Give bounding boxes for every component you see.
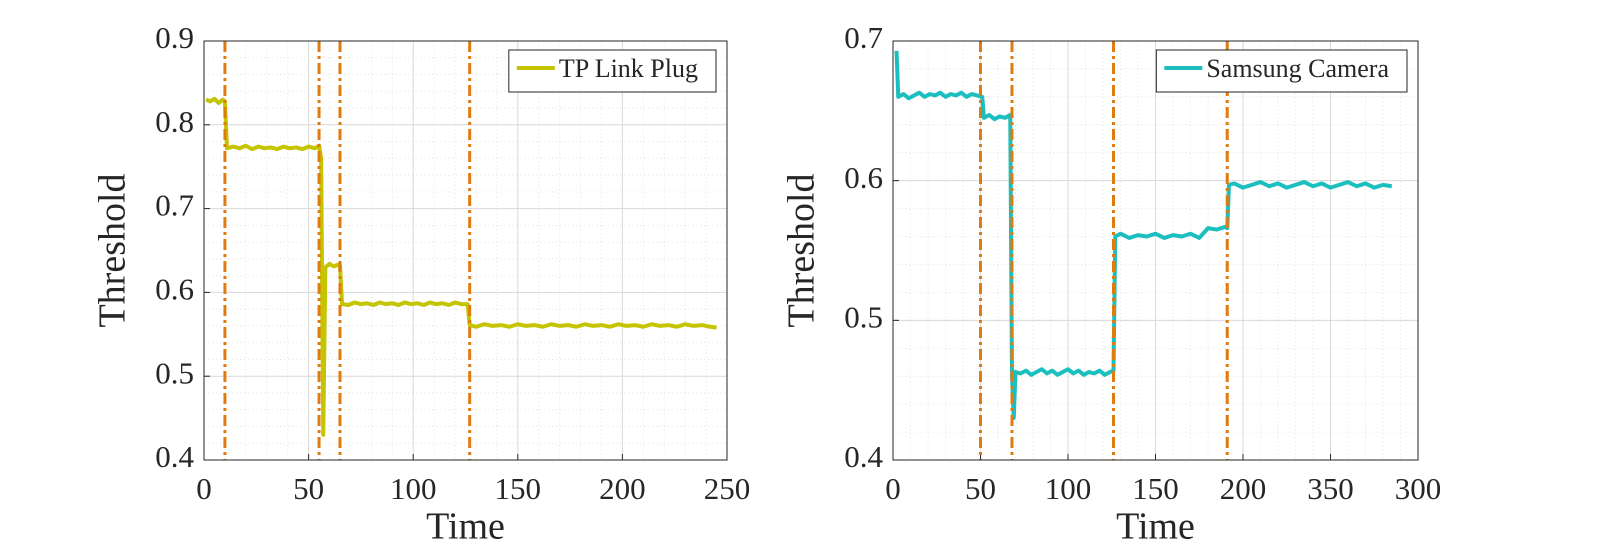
legend: TP Link Plug bbox=[508, 49, 717, 93]
axes-box bbox=[203, 40, 728, 461]
x-axis-label: Time bbox=[1116, 506, 1195, 548]
x-axis-label: Time bbox=[426, 506, 505, 548]
y-tick-label: 0.5 bbox=[844, 299, 883, 334]
legend: Samsung Camera bbox=[1155, 49, 1408, 93]
legend-label: Samsung Camera bbox=[1206, 54, 1389, 83]
y-tick-label: 0.6 bbox=[844, 160, 883, 195]
y-tick-label: 0.7 bbox=[844, 20, 883, 55]
series-line bbox=[205, 96, 717, 437]
y-axis-label: Threshold bbox=[92, 173, 134, 327]
x-tick-label: 150 bbox=[1132, 471, 1179, 506]
x-tick-label: 100 bbox=[390, 471, 437, 506]
x-tick-label: 150 bbox=[495, 471, 542, 506]
x-tick-label: 350 bbox=[1307, 471, 1354, 506]
y-tick-label: 0.7 bbox=[155, 188, 194, 223]
legend-box bbox=[508, 49, 717, 93]
x-tick-label: 100 bbox=[1045, 471, 1092, 506]
x-tick-label: 200 bbox=[1220, 471, 1267, 506]
series-line bbox=[894, 50, 1393, 421]
x-tick-label: 0 bbox=[885, 471, 901, 506]
y-tick-label: 0.4 bbox=[155, 439, 194, 474]
axes-box bbox=[892, 40, 1419, 461]
x-tick-label: 0 bbox=[196, 471, 212, 506]
y-axis-label: Threshold bbox=[781, 173, 823, 327]
x-tick-label: 50 bbox=[293, 471, 324, 506]
y-tick-label: 0.5 bbox=[155, 355, 194, 390]
y-tick-label: 0.4 bbox=[844, 439, 883, 474]
x-tick-label: 50 bbox=[965, 471, 996, 506]
plot-area bbox=[204, 41, 727, 460]
y-tick-label: 0.8 bbox=[155, 104, 194, 139]
x-tick-label: 300 bbox=[1395, 471, 1442, 506]
x-tick-label: 200 bbox=[599, 471, 646, 506]
y-tick-label: 0.6 bbox=[155, 272, 194, 307]
legend-label: TP Link Plug bbox=[559, 54, 698, 83]
legend-box bbox=[1155, 49, 1408, 93]
x-tick-label: 250 bbox=[704, 471, 751, 506]
y-tick-label: 0.9 bbox=[155, 20, 194, 55]
